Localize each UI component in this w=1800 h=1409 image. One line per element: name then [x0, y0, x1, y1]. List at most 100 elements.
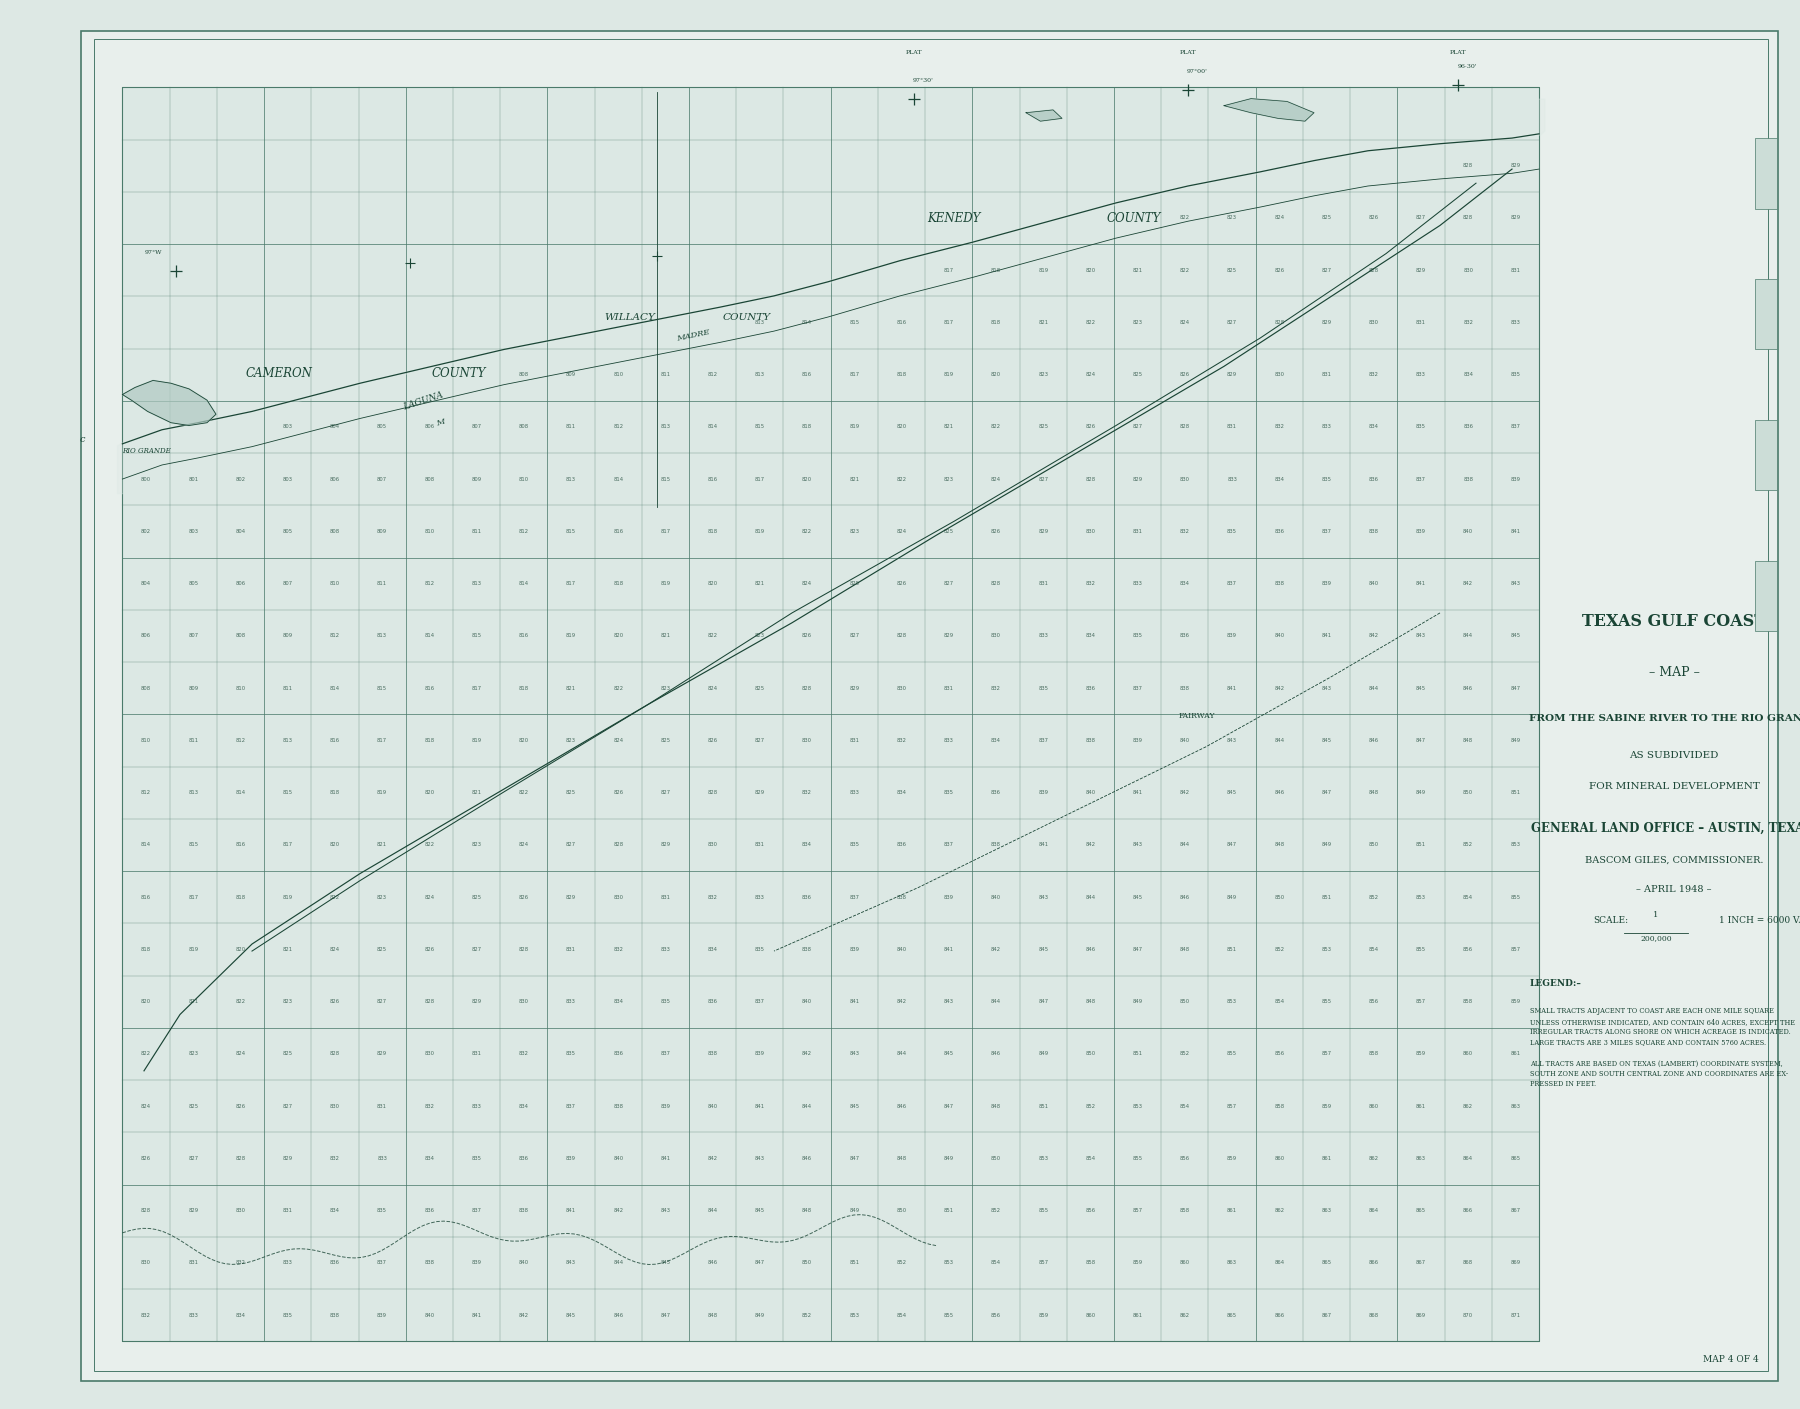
Text: 837: 837: [754, 999, 765, 1005]
Text: 832: 832: [1085, 582, 1096, 586]
Text: 854: 854: [1463, 895, 1472, 900]
Text: 840: 840: [1463, 528, 1472, 534]
Text: 855: 855: [1039, 1209, 1048, 1213]
Text: 822: 822: [1085, 320, 1096, 325]
Bar: [1755, 279, 1777, 349]
Text: 827: 827: [661, 790, 670, 795]
Text: LAGUNA: LAGUNA: [401, 390, 445, 413]
Text: 823: 823: [1132, 320, 1143, 325]
Text: 828: 828: [1368, 268, 1379, 273]
Text: PLAT: PLAT: [1179, 49, 1197, 55]
Text: 837: 837: [661, 1051, 670, 1057]
Text: 823: 823: [943, 476, 954, 482]
Text: 815: 815: [754, 424, 765, 430]
Text: 840: 840: [1274, 634, 1285, 638]
Text: 822: 822: [992, 424, 1001, 430]
Text: 869: 869: [1510, 1261, 1521, 1265]
Text: 854: 854: [1274, 999, 1285, 1005]
Text: 838: 838: [329, 1313, 340, 1317]
Text: 813: 813: [378, 634, 387, 638]
Text: 836: 836: [1463, 424, 1472, 430]
Text: 858: 858: [1463, 999, 1472, 1005]
Text: 863: 863: [1510, 1103, 1521, 1109]
Text: 839: 839: [661, 1103, 670, 1109]
Text: 824: 824: [1085, 372, 1096, 378]
Text: 824: 824: [803, 582, 812, 586]
Text: 830: 830: [1085, 528, 1096, 534]
Text: 806: 806: [140, 634, 151, 638]
Text: 830: 830: [236, 1209, 245, 1213]
Text: 846: 846: [803, 1155, 812, 1161]
Text: 844: 844: [992, 999, 1001, 1005]
Text: 858: 858: [1274, 1103, 1285, 1109]
Text: 808: 808: [518, 372, 529, 378]
Text: 839: 839: [565, 1155, 576, 1161]
Text: 848: 848: [1179, 947, 1190, 952]
Text: 840: 840: [803, 999, 812, 1005]
Text: 821: 821: [943, 424, 954, 430]
Text: 1: 1: [1654, 910, 1658, 919]
Text: 831: 831: [1228, 424, 1237, 430]
Text: 819: 819: [754, 528, 765, 534]
Bar: [1755, 420, 1777, 490]
Text: 818: 818: [425, 738, 434, 743]
Text: 848: 848: [896, 1155, 907, 1161]
Text: 845: 845: [1510, 634, 1521, 638]
Text: 842: 842: [518, 1313, 529, 1317]
Text: 813: 813: [754, 320, 765, 325]
Text: 858: 858: [1179, 1209, 1190, 1213]
Text: 832: 832: [329, 1155, 340, 1161]
Text: 832: 832: [707, 895, 718, 900]
Text: 831: 831: [943, 686, 954, 690]
Text: 820: 820: [992, 372, 1001, 378]
Text: 849: 849: [850, 1209, 859, 1213]
Text: 810: 810: [329, 582, 340, 586]
Text: 839: 839: [1039, 790, 1048, 795]
Text: 831: 831: [565, 947, 576, 952]
Text: 841: 841: [754, 1103, 765, 1109]
Text: PLAT: PLAT: [1449, 49, 1467, 55]
Text: 813: 813: [472, 582, 482, 586]
Text: 827: 827: [283, 1103, 293, 1109]
Text: 834: 834: [803, 843, 812, 847]
Text: 817: 817: [754, 476, 765, 482]
Text: 821: 821: [661, 634, 670, 638]
Text: 803: 803: [283, 476, 293, 482]
Text: 836: 836: [707, 999, 718, 1005]
Text: 865: 865: [1321, 1261, 1332, 1265]
Text: BASCOM GILES, COMMISSIONER.: BASCOM GILES, COMMISSIONER.: [1584, 855, 1764, 864]
Text: 859: 859: [1510, 999, 1521, 1005]
Text: 824: 824: [707, 686, 718, 690]
Text: 828: 828: [707, 790, 718, 795]
Text: 828: 828: [329, 1051, 340, 1057]
Text: 820: 820: [329, 843, 340, 847]
Text: 834: 834: [1368, 424, 1379, 430]
Text: 825: 825: [1039, 424, 1048, 430]
Text: 835: 835: [661, 999, 670, 1005]
Text: 818: 818: [140, 947, 151, 952]
Text: 819: 819: [1039, 268, 1048, 273]
Text: 1 INCH = 6000 VARAS.: 1 INCH = 6000 VARAS.: [1719, 916, 1800, 924]
Text: 815: 815: [661, 476, 670, 482]
Text: 831: 831: [189, 1261, 198, 1265]
Text: 863: 863: [1228, 1261, 1237, 1265]
Text: 863: 863: [1321, 1209, 1332, 1213]
Text: 803: 803: [189, 528, 198, 534]
Text: 843: 843: [661, 1209, 670, 1213]
Text: 804: 804: [140, 582, 151, 586]
Text: SCALE:: SCALE:: [1593, 916, 1629, 924]
Text: 822: 822: [1179, 216, 1190, 220]
Text: 842: 842: [803, 1051, 812, 1057]
Text: 852: 852: [803, 1313, 812, 1317]
Text: 861: 861: [1132, 1313, 1143, 1317]
Text: 832: 832: [140, 1313, 151, 1317]
Text: 857: 857: [1321, 1051, 1332, 1057]
Text: 848: 848: [992, 1103, 1001, 1109]
Text: 833: 833: [661, 947, 670, 952]
Text: 824: 824: [329, 947, 340, 952]
Text: 834: 834: [1463, 372, 1472, 378]
Text: 834: 834: [329, 1209, 340, 1213]
Text: 833: 833: [565, 999, 576, 1005]
Text: 821: 821: [850, 476, 859, 482]
Text: 867: 867: [1510, 1209, 1521, 1213]
